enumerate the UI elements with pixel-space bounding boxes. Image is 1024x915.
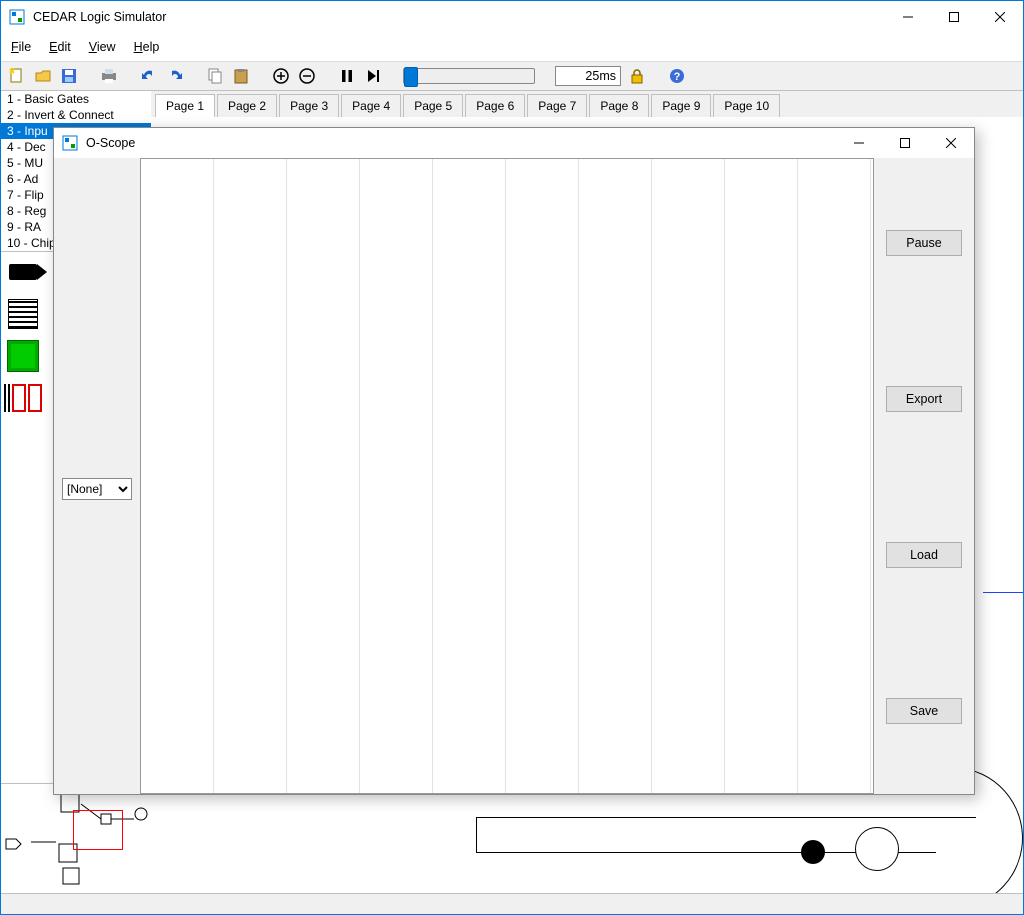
category-item[interactable]: 1 - Basic Gates — [1, 91, 151, 107]
oscope-close-button[interactable] — [928, 128, 974, 158]
app-title: CEDAR Logic Simulator — [33, 10, 885, 24]
oscope-signal-select[interactable]: [None] — [62, 478, 132, 500]
page-tab[interactable]: Page 3 — [279, 94, 339, 117]
page-tab[interactable]: Page 7 — [527, 94, 587, 117]
oscope-right-panel: Pause Export Load Save — [874, 158, 974, 794]
maximize-button[interactable] — [931, 2, 977, 32]
oscope-title: O-Scope — [86, 136, 836, 150]
oscope-body: [None] Pause Export Load Save — [54, 158, 974, 794]
save-icon[interactable] — [59, 66, 79, 86]
zoom-out-icon[interactable] — [297, 66, 317, 86]
menu-view[interactable]: View — [89, 40, 116, 54]
main-window: CEDAR Logic Simulator File Edit View Hel… — [0, 0, 1024, 915]
paste-icon[interactable] — [231, 66, 251, 86]
wire-segment — [476, 817, 477, 853]
speed-slider-thumb[interactable] — [404, 67, 418, 87]
minimize-button[interactable] — [885, 2, 931, 32]
category-item[interactable]: 2 - Invert & Connect — [1, 107, 151, 123]
oscope-maximize-button[interactable] — [882, 128, 928, 158]
page-tab[interactable]: Page 8 — [589, 94, 649, 117]
copy-icon[interactable] — [205, 66, 225, 86]
menu-edit[interactable]: Edit — [49, 40, 71, 54]
speed-slider[interactable] — [403, 68, 535, 84]
titlebar: CEDAR Logic Simulator — [1, 1, 1023, 33]
circuit-node-filled[interactable] — [801, 840, 825, 864]
time-display: 25ms — [555, 66, 621, 86]
zoom-in-icon[interactable] — [271, 66, 291, 86]
help-icon[interactable]: ? — [667, 66, 687, 86]
oscope-load-button[interactable]: Load — [886, 542, 962, 568]
oscope-minimize-button[interactable] — [836, 128, 882, 158]
oscope-left-panel: [None] — [54, 158, 140, 794]
oscope-window: O-Scope [None] Pause Expor — [53, 127, 975, 795]
page-tab[interactable]: Page 1 — [155, 94, 215, 118]
menu-file[interactable]: File — [11, 40, 31, 54]
oscope-icon — [62, 135, 78, 151]
window-controls — [885, 2, 1023, 32]
menu-help[interactable]: Help — [134, 40, 160, 54]
statusbar — [1, 893, 1023, 914]
page-tab[interactable]: Page 5 — [403, 94, 463, 117]
pause-icon[interactable] — [337, 66, 357, 86]
toolbar: 25ms ? — [1, 62, 1023, 91]
undo-icon[interactable] — [139, 66, 159, 86]
page-tab[interactable]: Page 2 — [217, 94, 277, 117]
lock-icon[interactable] — [627, 66, 647, 86]
minimap[interactable] — [1, 783, 151, 894]
oscope-titlebar: O-Scope — [54, 128, 974, 158]
svg-text:?: ? — [674, 71, 681, 83]
oscope-pause-button[interactable]: Pause — [886, 230, 962, 256]
page-tab[interactable]: Page 4 — [341, 94, 401, 117]
redo-icon[interactable] — [165, 66, 185, 86]
palette-toggle-switch[interactable] — [5, 258, 41, 286]
close-button[interactable] — [977, 2, 1023, 32]
page-tabs: Page 1Page 2Page 3Page 4Page 5Page 6Page… — [151, 91, 1023, 118]
oscope-export-button[interactable]: Export — [886, 386, 962, 412]
palette-led[interactable] — [5, 342, 41, 370]
open-icon[interactable] — [33, 66, 53, 86]
page-tab[interactable]: Page 9 — [651, 94, 711, 117]
palette-keypad[interactable] — [5, 300, 41, 328]
page-tab[interactable]: Page 6 — [465, 94, 525, 117]
new-icon[interactable] — [7, 66, 27, 86]
print-icon[interactable] — [99, 66, 119, 86]
oscope-plot-area[interactable] — [140, 158, 874, 794]
menubar: File Edit View Help — [1, 33, 1023, 62]
oscope-save-button[interactable]: Save — [886, 698, 962, 724]
minimap-viewport[interactable] — [73, 810, 123, 850]
page-tab[interactable]: Page 10 — [713, 94, 780, 117]
app-icon — [9, 9, 25, 25]
wire-segment — [983, 592, 1023, 593]
palette-seven-segment[interactable] — [5, 384, 41, 412]
step-icon[interactable] — [363, 66, 383, 86]
